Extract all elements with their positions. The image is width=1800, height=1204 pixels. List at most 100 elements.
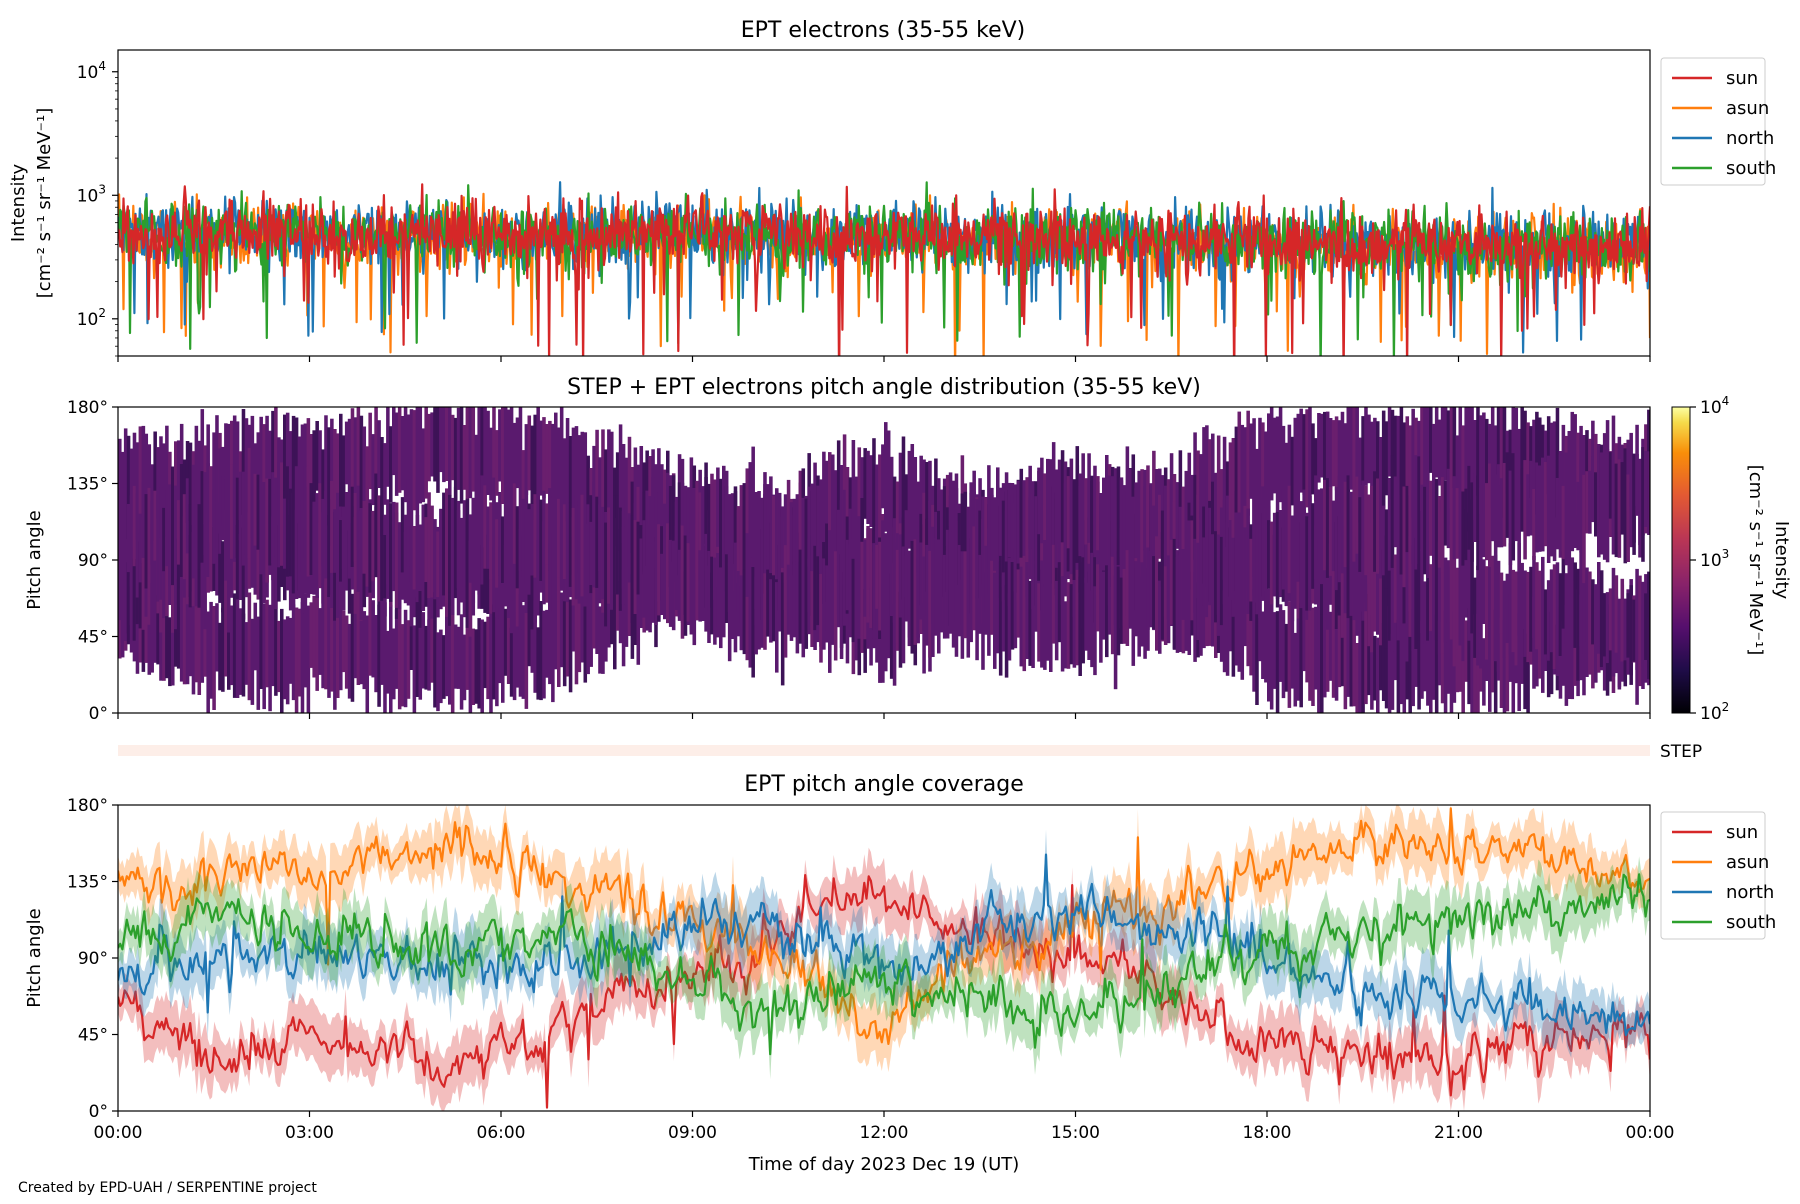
heatmap-cell — [1473, 577, 1477, 658]
heatmap-cell — [1373, 417, 1377, 519]
heatmap-cell — [509, 407, 514, 508]
heatmap-cell — [583, 489, 588, 596]
heatmap-cell — [1293, 632, 1298, 707]
heatmap-cell — [1629, 585, 1633, 685]
heatmap-cell — [300, 424, 305, 532]
heatmap-cell — [1591, 456, 1595, 523]
heatmap-cell — [1122, 485, 1127, 553]
heatmap-cell — [1314, 438, 1318, 502]
heatmap-cell — [1502, 580, 1507, 658]
heatmap-cell — [1069, 458, 1074, 565]
heatmap-cell — [489, 502, 493, 580]
heatmap-cell — [1570, 462, 1575, 552]
heatmap-cell — [191, 464, 196, 579]
heatmap-cell — [1187, 520, 1192, 618]
heatmap-cell — [1561, 424, 1566, 534]
heatmap-cell — [150, 523, 154, 634]
heatmap-cell — [1458, 462, 1463, 569]
heatmap-cell — [1482, 638, 1486, 706]
heatmap-cell — [624, 513, 629, 589]
heatmap-cell — [436, 531, 440, 598]
heatmap-cell — [963, 491, 968, 585]
panel3-title: EPT pitch angle coverage — [744, 772, 1024, 797]
heatmap-cell — [1328, 418, 1333, 488]
heatmap-cell — [904, 510, 909, 598]
heatmap-cell — [798, 549, 803, 644]
heatmap-cell — [465, 498, 470, 599]
heatmap-cell — [141, 481, 146, 558]
heatmap-cell — [400, 624, 405, 707]
heatmap-cell — [1281, 425, 1286, 509]
heatmap-cell — [710, 473, 714, 573]
heatmap-cell — [1455, 567, 1460, 650]
heatmap-cell — [642, 520, 646, 618]
heatmap-cell — [486, 534, 490, 614]
heatmap-cell — [1423, 407, 1427, 492]
heatmap-cell — [465, 407, 470, 517]
heatmap-cell — [1526, 474, 1530, 537]
heatmap-cell — [698, 550, 702, 622]
heatmap-cell — [1479, 569, 1483, 669]
heatmap-cell — [492, 477, 496, 574]
heatmap-cell — [633, 447, 638, 554]
heatmap-cell — [1464, 620, 1468, 682]
heatmap-cell — [1040, 560, 1044, 668]
heatmap-cell — [1178, 450, 1183, 556]
heatmap-cell — [1535, 462, 1539, 553]
heatmap-cell — [480, 475, 484, 585]
heatmap-cell — [704, 462, 708, 544]
heatmap-cell — [689, 532, 694, 635]
heatmap-cell — [539, 420, 543, 496]
heatmap-cell — [1063, 461, 1068, 556]
heatmap-cell — [1532, 419, 1536, 499]
step-label: STEP — [1660, 742, 1702, 762]
heatmap-cell — [1246, 410, 1250, 516]
heatmap-cell — [1511, 453, 1516, 561]
heatmap-cell — [801, 497, 806, 568]
heatmap-cell — [1249, 538, 1253, 602]
heatmap-cell — [901, 436, 906, 549]
heatmap-cell — [984, 497, 988, 573]
heatmap-cell — [1541, 556, 1545, 672]
heatmap-cell — [333, 509, 337, 573]
heatmap-cell — [851, 440, 856, 539]
heatmap-cell — [1532, 596, 1536, 689]
heatmap-cell — [1337, 420, 1342, 504]
heatmap-cell — [1532, 555, 1536, 638]
heatmap-cell — [191, 591, 196, 695]
heatmap-cell — [521, 605, 526, 699]
heatmap-cell — [1358, 437, 1362, 523]
heatmap-cell — [197, 540, 202, 608]
panel-pad: STEP + EPT electrons pitch angle distrib… — [24, 375, 1792, 724]
heatmap-cell — [1125, 491, 1130, 555]
heatmap-cell — [1060, 576, 1065, 672]
heatmap-cell — [203, 472, 207, 555]
heatmap-cell — [763, 472, 767, 576]
heatmap-cell — [536, 627, 540, 700]
legend-box — [1660, 811, 1766, 940]
heatmap-cell — [1219, 536, 1224, 626]
heatmap-cell — [1302, 414, 1306, 495]
heatmap-cell — [495, 600, 499, 707]
heatmap-cell — [565, 418, 570, 522]
colorbar: 102 103 104 — [1671, 394, 1729, 724]
heatmap-cell — [1405, 547, 1410, 662]
heatmap-cell — [1169, 481, 1174, 590]
heatmap-cell — [724, 554, 729, 623]
heatmap-cell — [1591, 579, 1595, 645]
heatmap-cell — [548, 488, 552, 571]
heatmap-cell — [253, 602, 258, 671]
heatmap-cell — [274, 533, 278, 610]
heatmap-cell — [448, 618, 452, 705]
heatmap-cell — [739, 575, 744, 651]
heatmap-cell — [574, 505, 579, 577]
heatmap-cell — [1488, 463, 1492, 567]
heatmap-cell — [1320, 488, 1324, 585]
heatmap-cell — [427, 492, 431, 599]
heatmap-cell — [309, 602, 314, 668]
heatmap-cell — [795, 505, 800, 587]
heatmap-cell — [1113, 491, 1118, 560]
heatmap-cell — [359, 415, 364, 518]
heatmap-cell — [324, 415, 328, 508]
heatmap-cell — [1493, 456, 1498, 568]
